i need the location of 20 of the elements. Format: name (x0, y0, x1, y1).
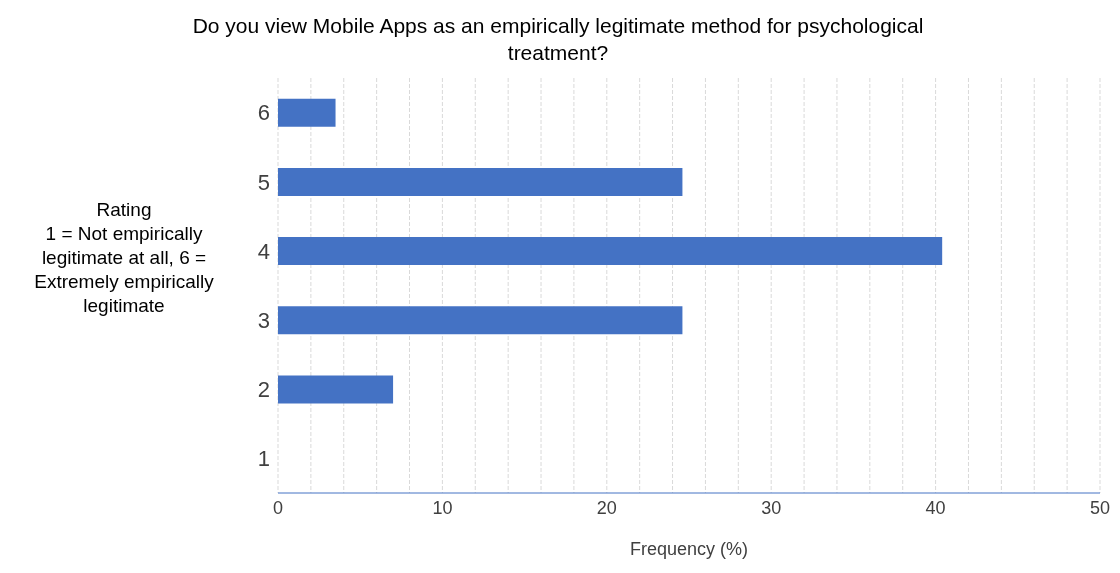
y-axis-title: Rating 1 = Not empirically legitimate at all, 6 = Extremely empirically legitimate (33, 198, 215, 318)
chart-title: Do you view Mobile Apps as an empirically legitimate method for psychological treatment? (191, 13, 925, 66)
y-tick-label: 6 (257, 100, 270, 126)
x-tick-label: 10 (432, 497, 453, 518)
x-tick-label: 20 (596, 497, 617, 518)
y-tick-label: 1 (257, 446, 270, 472)
bar (278, 375, 394, 404)
bar (278, 167, 683, 196)
x-tick-label: 50 (1089, 497, 1111, 518)
x-tick-label: 30 (761, 497, 782, 518)
x-tick-label: 40 (925, 497, 946, 518)
y-tick-label: 2 (257, 377, 270, 403)
x-axis-title: Frequency (%) (629, 539, 749, 559)
y-tick-label: 3 (257, 307, 270, 333)
bar (278, 306, 683, 335)
y-tick-label: 5 (257, 169, 270, 195)
x-tick-label: 0 (272, 497, 284, 518)
bar (278, 98, 336, 127)
y-tick-label: 4 (257, 238, 270, 264)
bar (278, 237, 943, 266)
